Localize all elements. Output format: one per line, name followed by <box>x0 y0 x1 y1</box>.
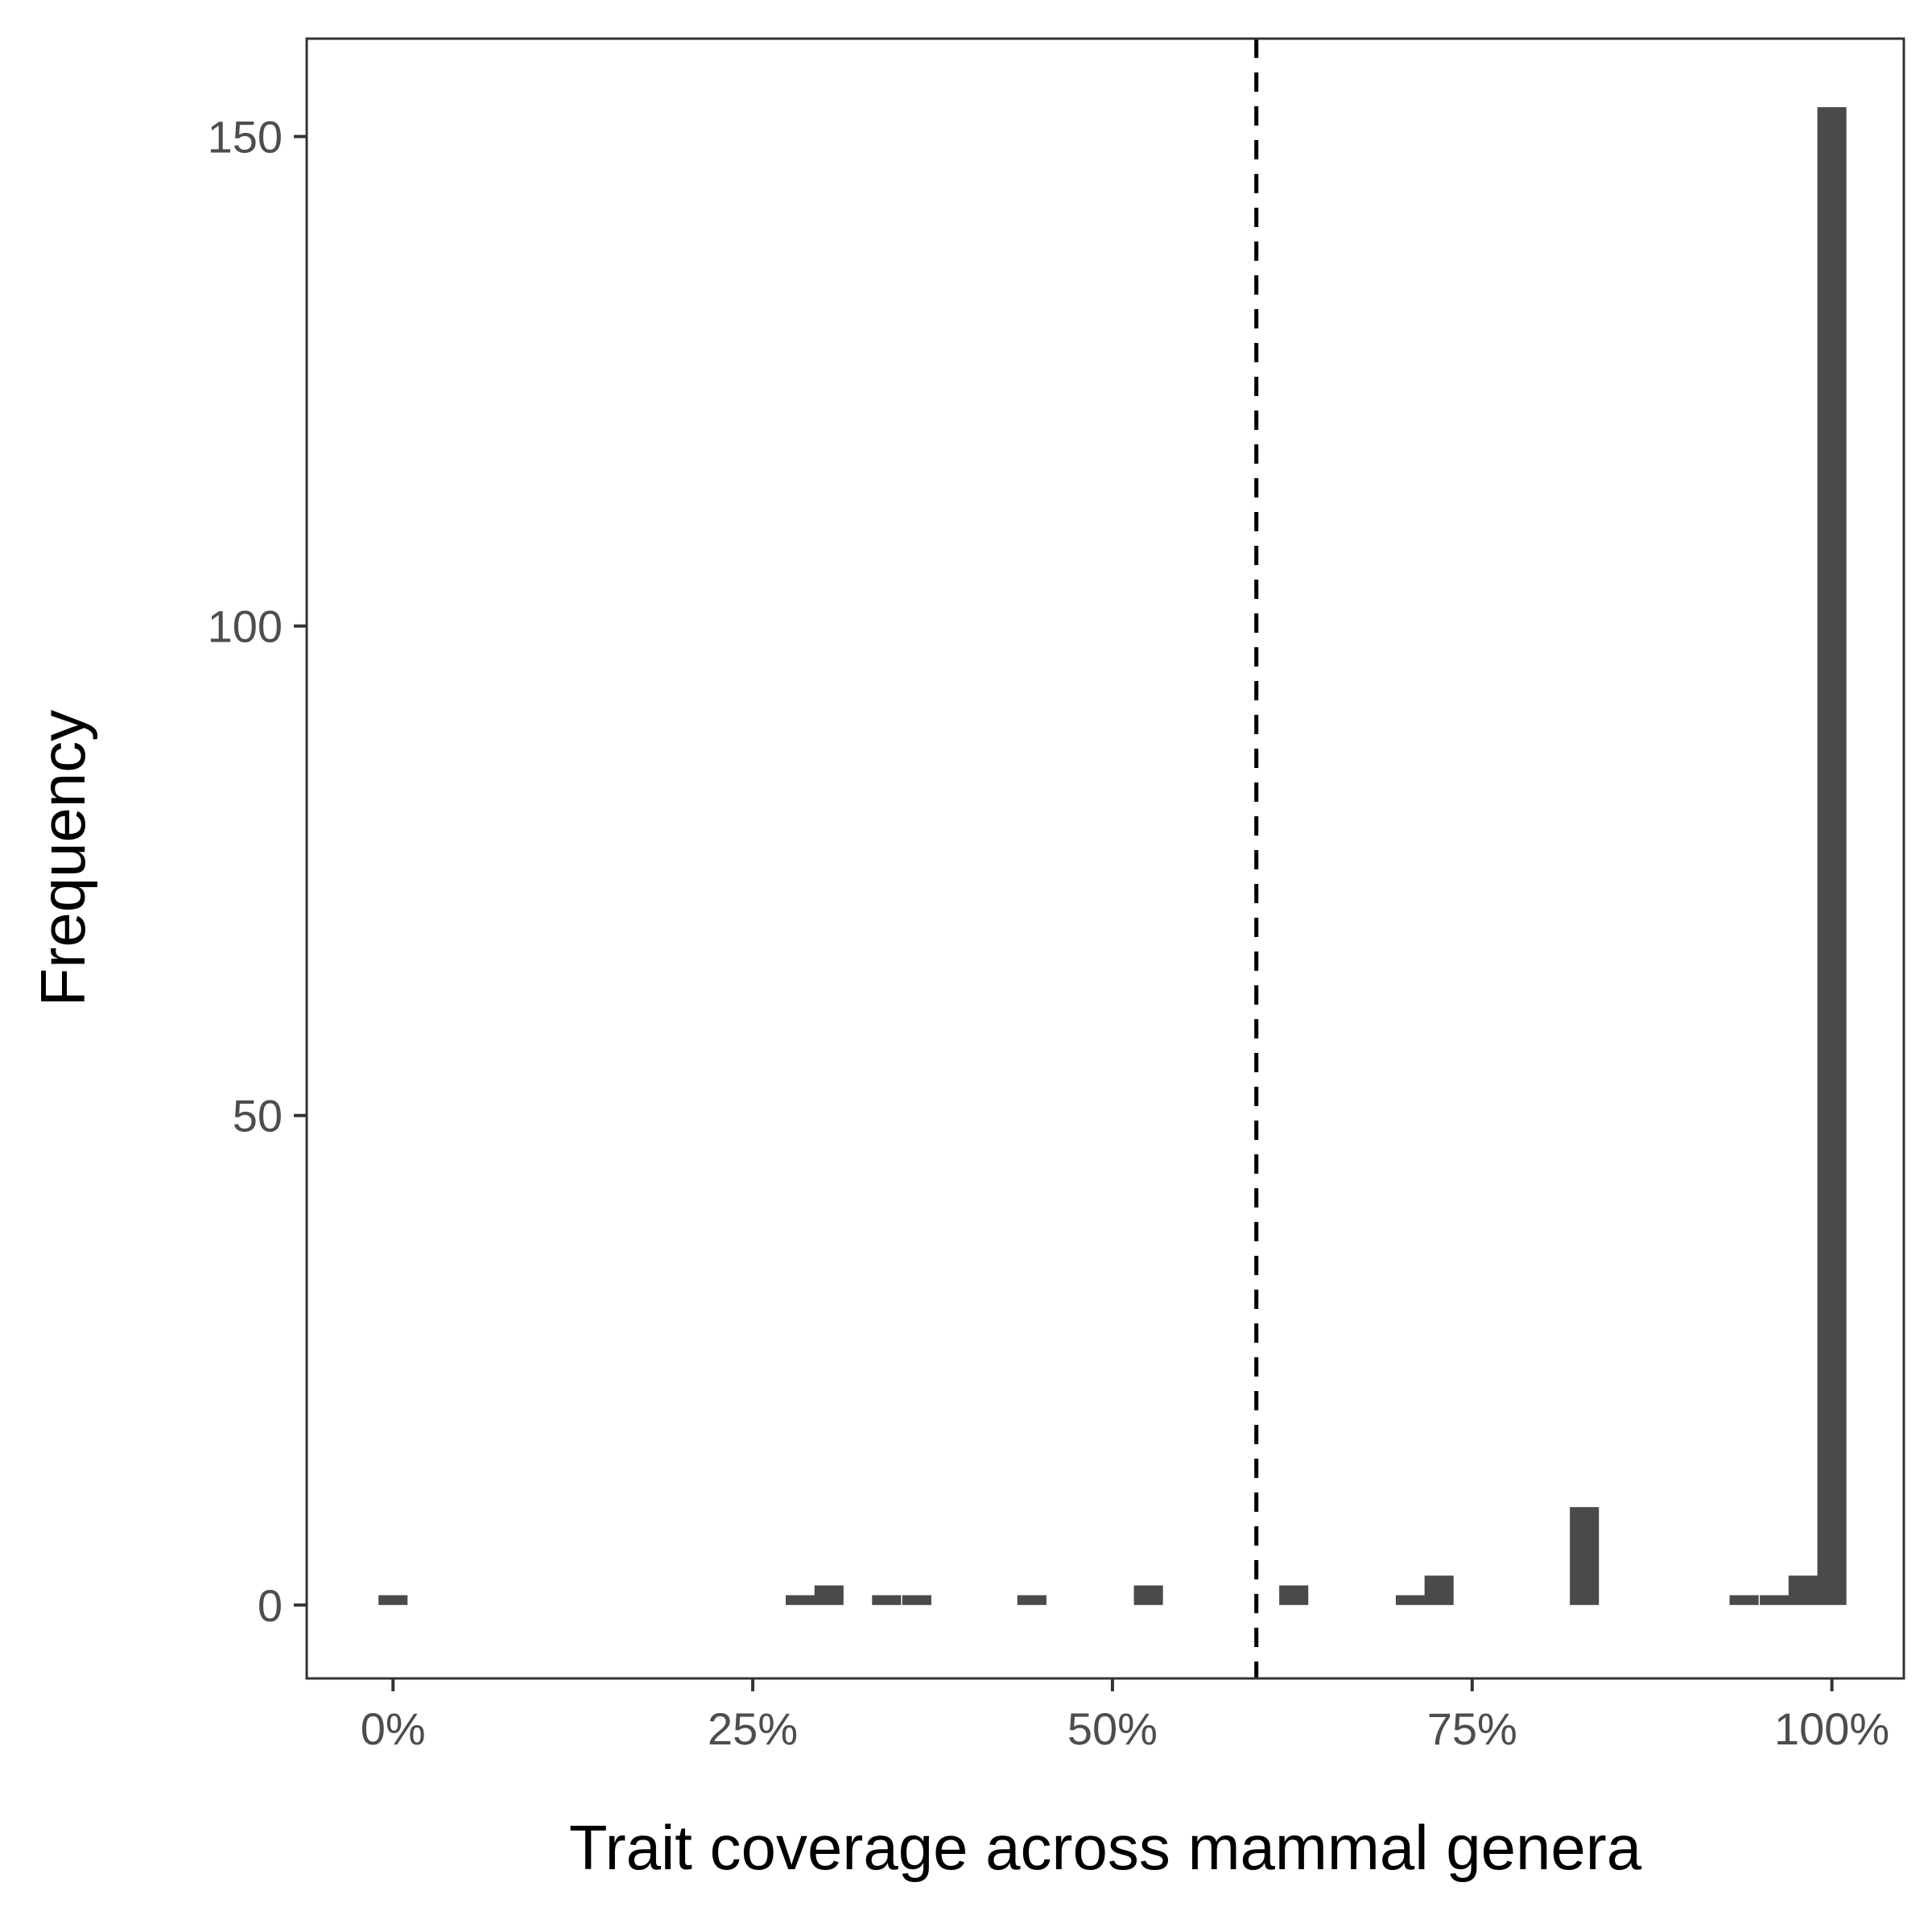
x-tick-label: 25% <box>708 1703 798 1754</box>
y-tick-label: 150 <box>208 112 283 163</box>
y-tick-label: 50 <box>233 1091 283 1141</box>
histogram-bar <box>1279 1585 1309 1605</box>
histogram-bar <box>1760 1595 1790 1605</box>
x-tick-label: 50% <box>1067 1703 1158 1754</box>
histogram-bar <box>1017 1595 1046 1605</box>
x-tick-label: 0% <box>361 1703 426 1754</box>
histogram-bar <box>902 1595 931 1605</box>
x-tick-label: 75% <box>1427 1703 1517 1754</box>
x-axis-title: Trait coverage across mammal genera <box>569 1812 1642 1883</box>
plot-panel-border <box>305 37 1905 1680</box>
histogram-bar <box>814 1585 844 1605</box>
histogram-bar <box>1395 1595 1425 1605</box>
histogram-bar <box>1817 107 1847 1605</box>
histogram-bar <box>378 1595 408 1605</box>
histogram-bar <box>1788 1575 1818 1605</box>
y-axis-title: Frequency <box>27 710 98 1007</box>
y-tick-label: 0 <box>258 1580 283 1631</box>
histogram-bar <box>1424 1575 1454 1605</box>
y-tick-label: 100 <box>208 601 283 652</box>
x-axis: 0% 25% 50% 75% 100% <box>361 1678 1889 1754</box>
histogram-bar <box>1570 1507 1600 1605</box>
histogram-bars <box>378 107 1847 1605</box>
x-tick-label: 100% <box>1774 1703 1889 1754</box>
histogram-bar <box>872 1595 902 1605</box>
histogram-bar <box>1729 1595 1759 1605</box>
y-axis: 0 50 100 150 <box>208 112 307 1631</box>
histogram-bar <box>1133 1585 1163 1605</box>
histogram-bar <box>786 1595 815 1605</box>
